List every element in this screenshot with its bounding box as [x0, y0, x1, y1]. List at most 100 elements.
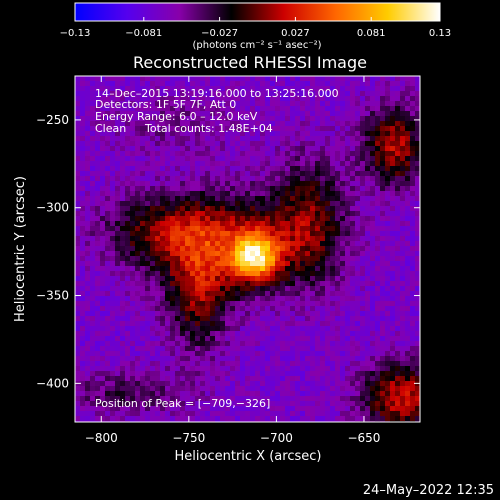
heatmap-cell: [370, 396, 376, 402]
heatmap-cell: [170, 161, 176, 167]
heatmap-cell: [270, 106, 276, 112]
heatmap-cell: [390, 101, 396, 107]
heatmap-cell: [230, 361, 236, 367]
heatmap-cell: [145, 276, 151, 282]
heatmap-cell: [330, 256, 336, 262]
heatmap-cell: [195, 221, 201, 227]
heatmap-cell: [150, 166, 156, 172]
heatmap-cell: [225, 391, 231, 397]
heatmap-cell: [175, 266, 181, 272]
heatmap-cell: [230, 341, 236, 347]
heatmap-cell: [275, 381, 281, 387]
heatmap-cell: [75, 271, 81, 277]
heatmap-cell: [195, 256, 201, 262]
heatmap-cell: [185, 401, 191, 407]
heatmap-cell: [115, 376, 121, 382]
heatmap-cell: [75, 156, 81, 162]
heatmap-cell: [360, 121, 366, 127]
heatmap-cell: [340, 366, 346, 372]
heatmap-cell: [170, 336, 176, 342]
heatmap-cell: [100, 186, 106, 192]
heatmap-cell: [405, 196, 411, 202]
heatmap-cell: [140, 201, 146, 207]
heatmap-cell: [225, 276, 231, 282]
heatmap-cell: [75, 266, 81, 272]
heatmap-cell: [330, 401, 336, 407]
heatmap-cell: [285, 76, 291, 82]
heatmap-cell: [235, 256, 241, 262]
heatmap-cell: [260, 236, 266, 242]
heatmap-cell: [290, 151, 296, 157]
heatmap-cell: [330, 386, 336, 392]
heatmap-cell: [140, 401, 146, 407]
heatmap-cell: [285, 211, 291, 217]
heatmap-cell: [270, 76, 276, 82]
heatmap-cell: [320, 396, 326, 402]
heatmap-cell: [260, 211, 266, 217]
heatmap-cell: [280, 221, 286, 227]
heatmap-cell: [190, 121, 196, 127]
heatmap-cell: [200, 91, 206, 97]
heatmap-cell: [385, 141, 391, 147]
heatmap-cell: [305, 266, 311, 272]
heatmap-cell: [210, 281, 216, 287]
heatmap-cell: [295, 351, 301, 357]
heatmap-cell: [400, 321, 406, 327]
heatmap-cell: [255, 306, 261, 312]
heatmap-cell: [315, 306, 321, 312]
heatmap-cell: [305, 341, 311, 347]
heatmap-cell: [265, 331, 271, 337]
heatmap-cell: [80, 336, 86, 342]
heatmap-cell: [365, 261, 371, 267]
heatmap-cell: [320, 106, 326, 112]
heatmap-cell: [110, 171, 116, 177]
heatmap-cell: [260, 396, 266, 402]
heatmap-cell: [295, 331, 301, 337]
heatmap-cell: [125, 236, 131, 242]
heatmap-cell: [365, 111, 371, 117]
heatmap-cell: [230, 91, 236, 97]
heatmap-cell: [275, 391, 281, 397]
heatmap-cell: [240, 221, 246, 227]
heatmap-cell: [365, 281, 371, 287]
heatmap-cell: [330, 336, 336, 342]
heatmap-cell: [295, 306, 301, 312]
heatmap-cell: [130, 241, 136, 247]
heatmap-cell: [200, 361, 206, 367]
heatmap-cell: [265, 386, 271, 392]
heatmap-cell: [230, 371, 236, 377]
x-tick-label: −700: [260, 431, 293, 445]
heatmap-cell: [315, 396, 321, 402]
heatmap-cell: [215, 196, 221, 202]
heatmap-cell: [155, 176, 161, 182]
heatmap-cell: [345, 121, 351, 127]
heatmap-cell: [95, 251, 101, 257]
heatmap-cell: [125, 161, 131, 167]
heatmap-cell: [245, 296, 251, 302]
heatmap-cell: [310, 201, 316, 207]
heatmap-cell: [220, 201, 226, 207]
heatmap-cell: [170, 381, 176, 387]
heatmap-cell: [205, 186, 211, 192]
heatmap-cell: [275, 416, 281, 422]
heatmap-cell: [140, 316, 146, 322]
heatmap-cell: [275, 371, 281, 377]
heatmap-cell: [210, 116, 216, 122]
heatmap-cell: [310, 76, 316, 82]
heatmap-cell: [95, 81, 101, 87]
heatmap-cell: [390, 381, 396, 387]
heatmap-cell: [155, 416, 161, 422]
heatmap-cell: [325, 266, 331, 272]
heatmap-cell: [105, 146, 111, 152]
heatmap-cell: [305, 81, 311, 87]
heatmap-cell: [210, 396, 216, 402]
heatmap-cell: [395, 351, 401, 357]
heatmap-cell: [410, 331, 416, 337]
heatmap-cell: [270, 141, 276, 147]
heatmap-cell: [80, 216, 86, 222]
heatmap-cell: [250, 161, 256, 167]
heatmap-cell: [260, 376, 266, 382]
heatmap-cell: [115, 121, 121, 127]
heatmap-cell: [250, 311, 256, 317]
heatmap-cell: [365, 416, 371, 422]
